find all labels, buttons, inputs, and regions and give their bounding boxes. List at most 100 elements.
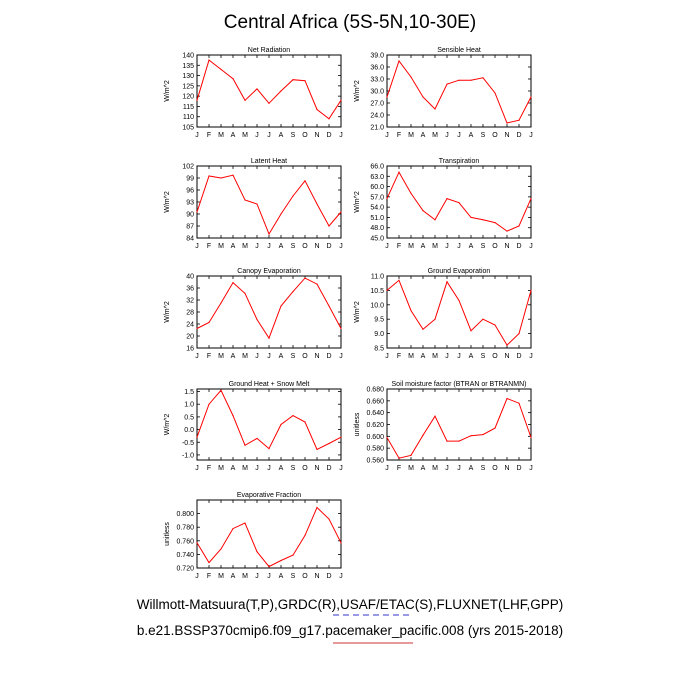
panel5-ytick-label: 28 — [186, 310, 194, 317]
panel5-ytick-label: 24 — [186, 322, 194, 329]
panel1-point — [256, 88, 258, 90]
panel8-point — [482, 433, 484, 436]
panel3-point — [316, 203, 318, 205]
panel7-point — [220, 389, 222, 391]
panel8-point — [470, 435, 472, 437]
panel1-ytick-label: 110 — [183, 114, 194, 121]
panel6-xtick-label: N — [504, 353, 509, 360]
panel8-xtick-label: J — [445, 465, 449, 472]
panel8-point — [530, 436, 532, 439]
panel1-point — [280, 90, 282, 92]
panel4-xtick-label: N — [504, 243, 509, 250]
panel1-point — [268, 102, 270, 104]
panel6-xtick-label: O — [492, 353, 498, 360]
panel1-point — [232, 78, 234, 80]
panel9-point — [316, 506, 318, 509]
panel9-point — [244, 522, 246, 524]
panel1-point — [208, 59, 210, 61]
panel6-point — [398, 279, 400, 281]
panel3-point — [196, 211, 198, 213]
panel3-ytick-label: 102 — [182, 164, 194, 171]
panel2-series-line — [386, 59, 532, 124]
panel5-point — [328, 305, 330, 307]
panel5-point — [232, 282, 234, 284]
panel5-point — [208, 321, 210, 324]
panel1-ytick-label: 120 — [182, 94, 194, 101]
panel9-ytick-label: 0.800 — [176, 511, 194, 518]
panel2-ytick-label: 21.0 — [370, 125, 384, 132]
panel7-ytick-label: 1.5 — [184, 389, 194, 396]
panel9-xtick-label: M — [218, 573, 224, 580]
panel8-ytick-label: 0.620 — [366, 422, 384, 429]
panel6-point — [530, 289, 532, 291]
panel9-xtick-label: F — [207, 573, 211, 580]
panel6-xtick-label: J — [445, 353, 449, 360]
panel3-frame — [196, 165, 342, 239]
panel7-xtick-label: M — [218, 465, 224, 472]
panel5-xtick-label: S — [291, 353, 296, 360]
panel8-point — [422, 434, 424, 436]
panel8-xtick-label: M — [408, 465, 414, 472]
panel7-ylabel: W/m^2 — [164, 414, 171, 436]
panel9-xtick-label: S — [291, 573, 296, 580]
panel3-point — [220, 177, 222, 179]
panel7-xtick-label: M — [242, 465, 248, 472]
panel9-point — [328, 518, 330, 520]
panel1-xtick-label: F — [207, 132, 211, 139]
panel2-point — [422, 96, 424, 98]
panel3-point — [208, 175, 210, 177]
panel6-ytick-label: 11.0 — [371, 274, 384, 281]
panel9-xtick-label: A — [279, 573, 284, 580]
panel5-xtick-label: J — [267, 353, 271, 360]
panel5-ytick-label: 40 — [186, 274, 194, 281]
panel4-ytick-label: 57.0 — [370, 194, 384, 201]
panel8-point — [518, 402, 520, 404]
panel9-point — [268, 566, 270, 568]
panel8-ytick-label: 0.640 — [366, 410, 384, 417]
panel1-ytick-label: 125 — [182, 83, 194, 90]
panel6-frame — [386, 275, 532, 349]
panel6-series-line — [386, 279, 532, 346]
panel4-point — [458, 202, 460, 204]
panel1-point — [304, 80, 306, 82]
panel8-xtick-label: A — [469, 465, 474, 472]
panel6-point — [422, 328, 424, 330]
panel4-ytick-label: 48.0 — [370, 225, 384, 232]
panel8-ytick-label: 0.680 — [366, 387, 384, 394]
panel8-ytick-label: 0.600 — [366, 434, 384, 441]
panel5-xtick-label: J — [255, 353, 259, 360]
panel3-series-line — [196, 174, 342, 236]
panel8-point — [446, 440, 448, 442]
panel3-ytick-label: 90 — [186, 212, 194, 219]
panel1-xtick-label: S — [291, 132, 296, 139]
panel8-ytick-label: 0.560 — [366, 458, 384, 465]
panel9-ylabel: unitless — [164, 522, 171, 546]
panel7-point — [268, 447, 270, 450]
panel3-ytick-label: 99 — [186, 176, 194, 183]
panel4-point — [518, 225, 520, 227]
panel6-point — [482, 318, 484, 320]
panel2-xtick-label: M — [432, 132, 438, 139]
panel5-point — [280, 305, 282, 307]
panel3-point — [304, 180, 306, 182]
panel2-ytick-label: 24.0 — [370, 113, 384, 120]
panel6-ytick-label: 10.5 — [370, 288, 384, 295]
panel8-point — [458, 440, 460, 442]
panel5-ytick-label: 36 — [186, 286, 194, 293]
panel7-xtick-label: N — [314, 465, 319, 472]
panel5-ylabel: W/m^2 — [164, 301, 171, 323]
panel1-point — [328, 118, 330, 120]
panel3-xtick-label: J — [255, 243, 259, 250]
panel3-ytick-label: 93 — [186, 200, 194, 207]
panel7-xtick-label: A — [231, 465, 236, 472]
panel6-ytick-label: 9.5 — [374, 317, 384, 324]
panel6-point — [470, 330, 472, 332]
panel5-ytick-label: 32 — [186, 298, 194, 305]
panel8-series-line — [386, 397, 532, 459]
panel7-point — [256, 437, 258, 440]
panel5-xtick-label: F — [207, 353, 211, 360]
panel7-xtick-label: A — [279, 465, 284, 472]
panel1-series-line — [196, 59, 342, 120]
panel7-title: Ground Heat + Snow Melt — [229, 381, 310, 388]
panel4-xtick-label: J — [385, 243, 389, 250]
